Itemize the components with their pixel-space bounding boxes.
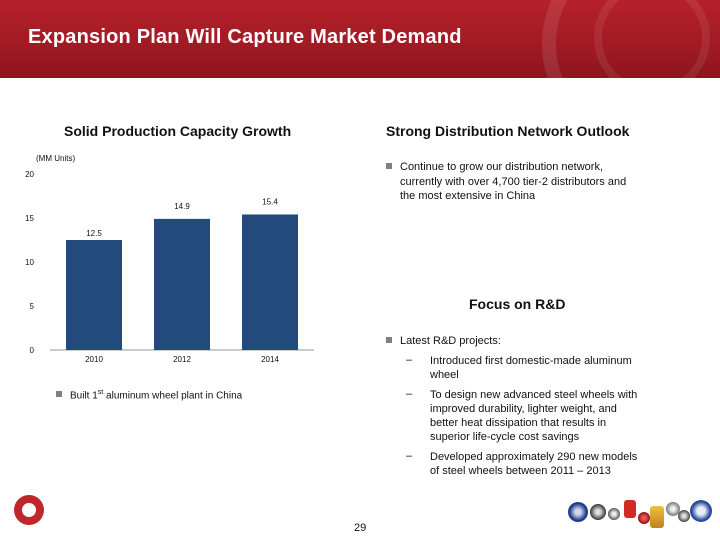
data-label: 12.5: [86, 229, 102, 238]
sub-item-dash: –: [406, 354, 413, 366]
y-tick-label: 0: [30, 346, 35, 355]
wheel-product-icon: [666, 502, 680, 516]
decorative-wheel-graphic-inner: [594, 0, 710, 78]
capacity-bar-chart: 0 5 10 15 20 12.5 2010 14.9 2012 15.4 2014: [25, 170, 314, 364]
sub-item-2-line-3: better heat dissipation that results in: [430, 417, 607, 429]
product-wheels-strip: [566, 498, 716, 534]
distribution-heading: Strong Distribution Network Outlook: [386, 123, 630, 139]
distribution-line-3: the most extensive in China: [400, 190, 536, 202]
wheel-product-icon: [568, 502, 588, 522]
page-title: Expansion Plan Will Capture Market Deman…: [28, 26, 462, 48]
left-bullet: Built 1st aluminum wheel plant in China: [56, 386, 242, 403]
chart-units-label: (MM Units): [36, 154, 76, 163]
rnd-bullet: Latest R&D projects:: [386, 334, 501, 348]
y-tick-label: 20: [25, 170, 34, 179]
left-bullet-text: Built 1: [70, 390, 98, 402]
wheel-product-icon: [690, 500, 712, 522]
sub-item-3-line-1: Developed approximately 290 new models: [430, 451, 638, 463]
sub-item-dash: –: [406, 450, 413, 462]
sub-item-1-line-2: wheel: [430, 369, 459, 381]
data-label: 14.9: [174, 202, 190, 211]
bar-2012: [154, 218, 210, 350]
sub-item-2-line-1: To design new advanced steel wheels with: [430, 389, 638, 401]
y-tick-label: 5: [30, 302, 35, 311]
bar-2010: [66, 240, 122, 350]
sub-item-3-line-2: of steel wheels between 2011 – 2013: [430, 465, 611, 477]
x-tick-label: 2012: [173, 355, 191, 364]
wheel-product-icon: [590, 504, 606, 520]
wheel-product-icon: [650, 506, 664, 528]
y-tick-label: 10: [25, 258, 34, 267]
distribution-line-2: currently with over 4,700 tier-2 distrib…: [400, 176, 627, 188]
sub-item-2-line-2: improved durability, lighter weight, and: [430, 403, 617, 415]
sub-item-dash: –: [406, 388, 413, 400]
distribution-line-1: Continue to grow our distribution networ…: [400, 161, 603, 173]
bar-2014: [242, 214, 298, 350]
rnd-bullet-text: Latest R&D projects:: [400, 335, 501, 347]
x-tick-label: 2014: [261, 355, 279, 364]
bullet-square-icon: [386, 337, 392, 343]
wheel-product-icon: [608, 508, 620, 520]
x-tick-label: 2010: [85, 355, 103, 364]
data-label: 15.4: [262, 197, 278, 206]
left-bullet-rest: aluminum wheel plant in China: [106, 390, 243, 402]
left-section-heading: Solid Production Capacity Growth: [64, 123, 292, 139]
page-number: 29: [354, 522, 367, 534]
bullet-square-icon: [386, 163, 392, 169]
y-tick-label: 15: [25, 214, 34, 223]
company-logo-icon: [14, 495, 44, 525]
left-bullet-sup: st: [97, 389, 104, 396]
decorative-wheel-graphic: [542, 0, 720, 78]
rnd-heading: Focus on R&D: [469, 296, 566, 312]
sub-item-2-line-4: superior life-cycle cost savings: [430, 431, 580, 443]
distribution-bullet: Continue to grow our distribution networ…: [386, 160, 603, 174]
sub-item-1-line-1: Introduced first domestic-made aluminum: [430, 355, 632, 367]
wheel-product-icon: [624, 500, 636, 518]
bullet-square-icon: [56, 391, 62, 398]
wheel-product-icon: [638, 512, 650, 524]
wheel-product-icon: [678, 510, 690, 522]
header-banner: Expansion Plan Will Capture Market Deman…: [0, 0, 720, 78]
